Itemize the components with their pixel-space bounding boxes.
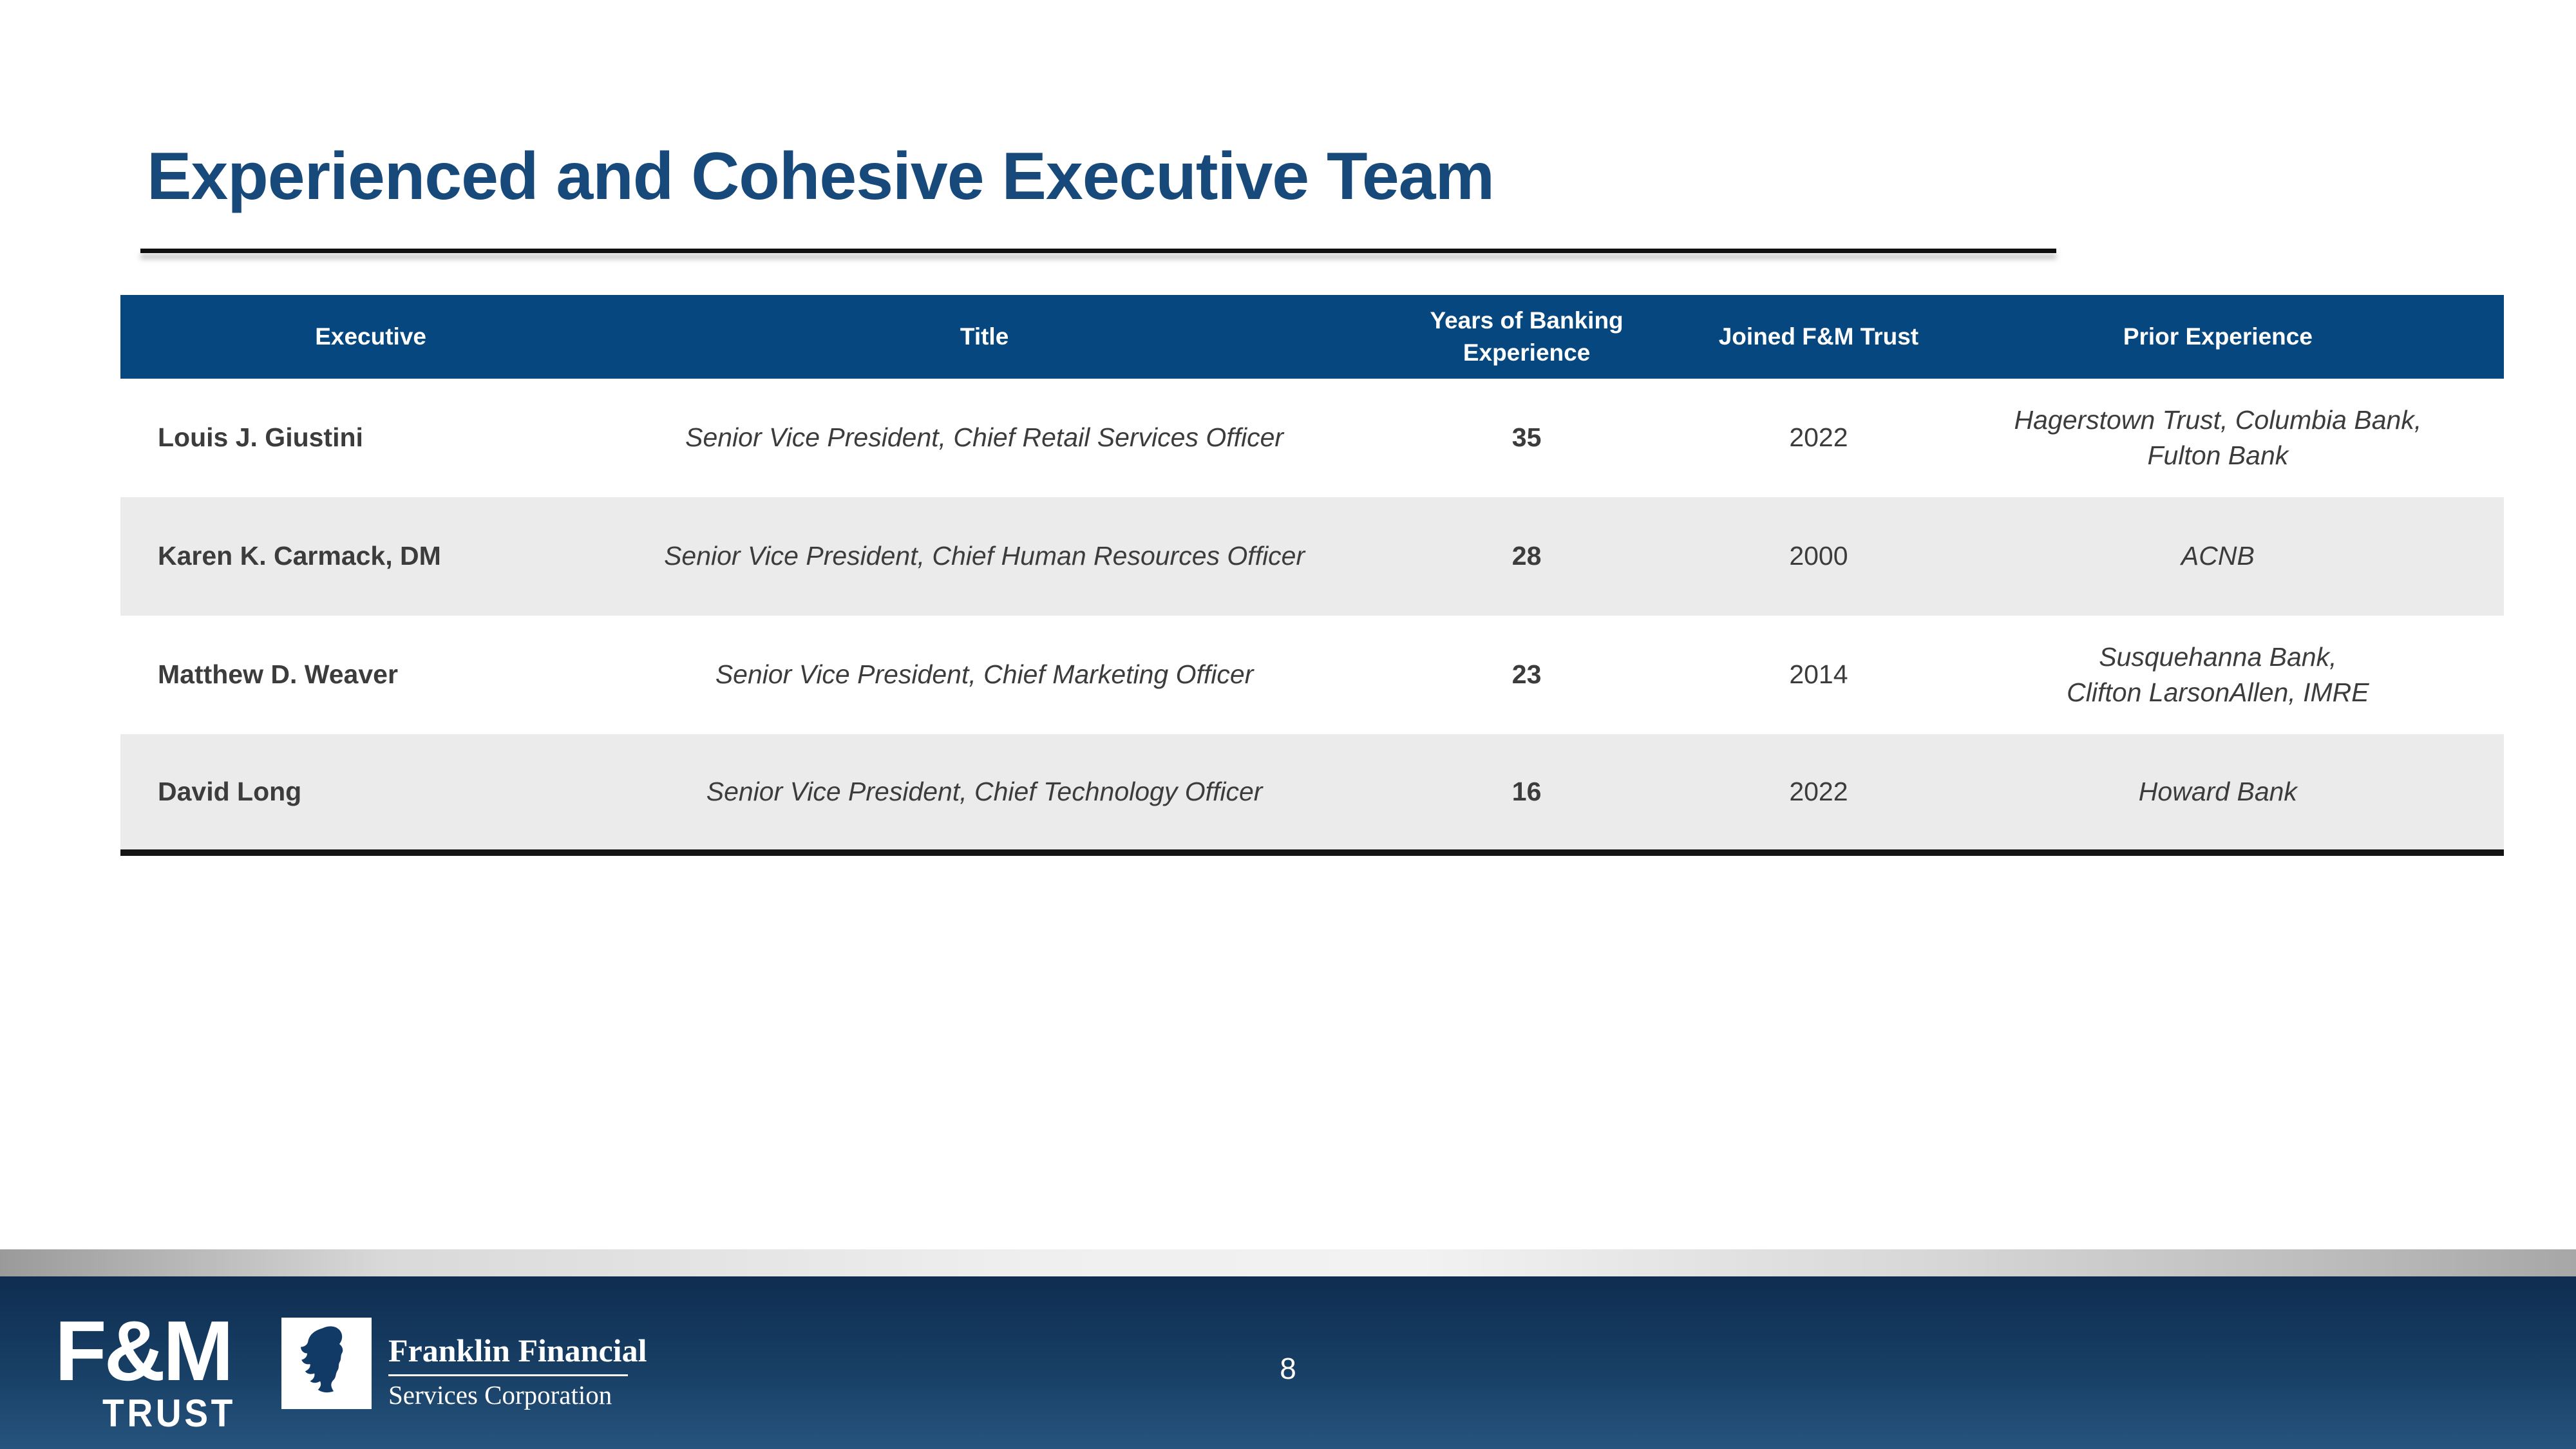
- ben-franklin-profile-icon: [281, 1318, 372, 1409]
- table-header: Executive Title Years of Banking Experie…: [120, 295, 2504, 379]
- table-row: Matthew D. Weaver Senior Vice President,…: [120, 616, 2504, 734]
- fm-trust-subtext: TRUST: [102, 1392, 236, 1435]
- column-header-label: Executive: [315, 323, 426, 350]
- franklin-financial-name: Franklin Financial: [388, 1332, 647, 1368]
- executive-title: Senior Vice President, Chief Marketing O…: [715, 659, 1254, 690]
- column-header-title: Title: [621, 295, 1348, 379]
- years-of-experience: 16: [1511, 776, 1542, 806]
- page-number: 8: [1280, 1352, 1296, 1385]
- joined-year: 2022: [1789, 776, 1848, 806]
- years-of-experience: 28: [1511, 541, 1542, 571]
- services-corporation-text: Services Corporation: [388, 1380, 612, 1410]
- column-header-executive: Executive: [120, 295, 621, 379]
- title-underline: [140, 249, 2056, 253]
- years-of-experience: 35: [1511, 422, 1542, 453]
- executive-name: Karen K. Carmack, DM: [158, 541, 441, 571]
- footer: F&M TRUST Franklin Financial Services Co…: [0, 1276, 2576, 1449]
- table-body: Louis J. Giustini Senior Vice President,…: [120, 379, 2504, 853]
- executive-title: Senior Vice President, Chief Technology …: [706, 776, 1263, 806]
- column-header-joined: Joined F&M Trust: [1705, 295, 1932, 379]
- prior-experience: Howard Bank: [2138, 776, 2297, 806]
- executive-name: David Long: [158, 776, 302, 806]
- prior-experience: Hagerstown Trust, Columbia Bank, Fulton …: [2014, 404, 2422, 470]
- table-row: Karen K. Carmack, DM Senior Vice Preside…: [120, 497, 2504, 616]
- column-header-label: Years of Banking Experience: [1430, 307, 1624, 366]
- footer-accent-bar: [0, 1249, 2576, 1276]
- joined-year: 2000: [1789, 541, 1848, 571]
- franklin-financial-logo: Franklin Financial Services Corporation: [281, 1318, 647, 1410]
- column-header-label: Title: [960, 323, 1009, 350]
- column-header-label: Joined F&M Trust: [1718, 323, 1919, 350]
- fm-trust-wordmark: F&M: [55, 1303, 234, 1398]
- fm-trust-logo: F&M TRUST: [55, 1303, 247, 1435]
- executive-name: Matthew D. Weaver: [158, 659, 398, 690]
- column-header-label: Prior Experience: [2123, 323, 2313, 350]
- logo-divider: [388, 1374, 628, 1376]
- table-row: Louis J. Giustini Senior Vice President,…: [120, 379, 2504, 497]
- table-row: David Long Senior Vice President, Chief …: [120, 734, 2504, 853]
- franklin-financial-text: Franklin Financial Services Corporation: [388, 1318, 647, 1410]
- executive-title: Senior Vice President, Chief Retail Serv…: [685, 422, 1284, 453]
- joined-year: 2014: [1789, 659, 1848, 690]
- joined-year: 2022: [1789, 422, 1848, 453]
- table-header-row: Executive Title Years of Banking Experie…: [120, 295, 2504, 379]
- page-title: Experienced and Cohesive Executive Team: [147, 139, 1495, 214]
- executive-table: Executive Title Years of Banking Experie…: [120, 295, 2504, 856]
- column-header-prior: Prior Experience: [1931, 295, 2504, 379]
- column-header-years: Years of Banking Experience: [1348, 295, 1706, 379]
- executive-name: Louis J. Giustini: [158, 422, 363, 453]
- years-of-experience: 23: [1511, 659, 1542, 690]
- prior-experience: ACNB: [2181, 541, 2255, 571]
- prior-experience: Susquehanna Bank, Clifton LarsonAllen, I…: [2067, 641, 2369, 707]
- executive-title: Senior Vice President, Chief Human Resou…: [664, 541, 1305, 571]
